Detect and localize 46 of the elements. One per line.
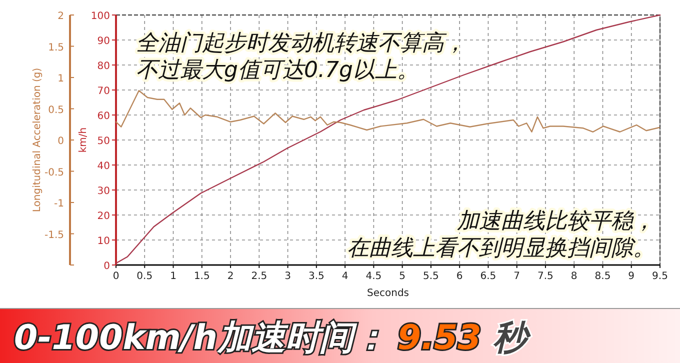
y-tick-label: 0: [104, 261, 110, 272]
y-tick-label: 30: [97, 186, 110, 197]
y-tick-label: 20: [97, 211, 110, 222]
x-tick-label: 7.5: [538, 271, 554, 282]
y-tick-label: 90: [97, 36, 110, 47]
x-tick-label: 3.5: [308, 271, 324, 282]
y2-tick-label: 0: [58, 136, 64, 147]
y2-tick-label: 0.5: [48, 104, 64, 116]
y2-axis-title: Longitudinal Acceleration (g): [32, 68, 43, 212]
x-tick-label: 5.5: [422, 271, 439, 282]
x-tick-label: 2.5: [251, 271, 268, 282]
y2-tick-label: 2: [58, 11, 64, 22]
line-series: [115, 90, 660, 132]
x-axis-title: Seconds: [366, 288, 410, 299]
x-tick-label: 8.5: [594, 271, 611, 282]
x-tick-label: 6.5: [480, 271, 496, 282]
x-tick-label: 3: [284, 271, 291, 282]
x-tick-label: 0: [112, 271, 120, 282]
x-tick-label: 8: [570, 271, 578, 282]
y2-tick-label: 1.5: [48, 42, 64, 54]
x-tick-label: 4.5: [366, 271, 382, 282]
y-tick-label: 100: [90, 11, 110, 22]
x-tick-label: 4: [342, 271, 348, 282]
annotation: 全油门起步时发动机转速不算高，不过最大g值可达0.7g以上。: [136, 31, 466, 83]
text: 0-100km/h加速时间：9.53 秒: [14, 318, 532, 358]
y-axis-title: km/h: [78, 127, 89, 153]
x-tick-label: 7: [514, 271, 520, 282]
y-tick-label: 40: [97, 161, 110, 172]
x-tick-label: 5: [399, 271, 406, 282]
y-tick-label: 80: [97, 61, 110, 72]
x-tick-label: 9.5: [652, 271, 668, 282]
x-tick-label: 1.5: [194, 271, 210, 282]
y2-tick-label: -1.5: [44, 230, 64, 241]
y-tick-label: 10: [97, 236, 110, 247]
annotation: 加速曲线比较平稳，在曲线上看不到明显换挡间隙。: [347, 209, 655, 261]
y2-tick-label: -1: [54, 198, 64, 210]
y-tick-label: 50: [97, 136, 110, 147]
x-tick-label: 9: [628, 271, 635, 282]
x-tick-label: 6: [456, 271, 463, 282]
x-tick-label: 0.5: [136, 271, 153, 282]
y2-tick-label: -0.5: [44, 167, 64, 178]
y-tick-label: 70: [97, 86, 110, 97]
y-tick-label: 60: [97, 111, 110, 122]
x-tick-label: 2: [227, 271, 234, 282]
x-tick-label: 1: [170, 271, 176, 282]
y2-tick-label: 1: [58, 74, 64, 84]
